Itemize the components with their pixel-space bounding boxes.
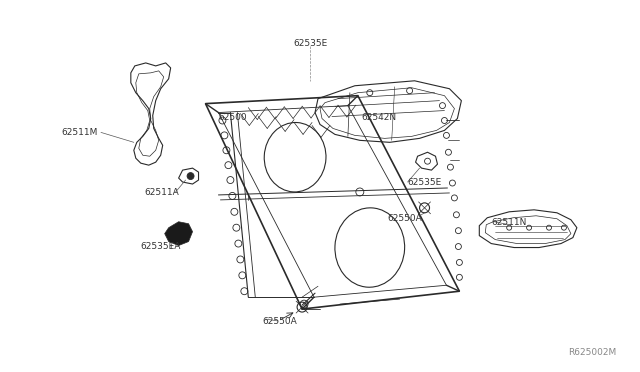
Text: 62542N: 62542N [362,113,397,122]
Text: 62500: 62500 [218,113,247,122]
Text: 62511M: 62511M [61,128,97,137]
Text: 62550A: 62550A [388,214,422,223]
Text: 62535E: 62535E [293,39,327,48]
Polygon shape [164,222,193,246]
Text: 62511N: 62511N [492,218,527,227]
Text: 62535E: 62535E [408,178,442,187]
Circle shape [187,173,194,180]
Text: 62535EA: 62535EA [141,241,181,251]
Text: R625002M: R625002M [568,348,617,357]
Text: 62550A: 62550A [262,317,297,326]
Text: 62511A: 62511A [145,188,179,197]
